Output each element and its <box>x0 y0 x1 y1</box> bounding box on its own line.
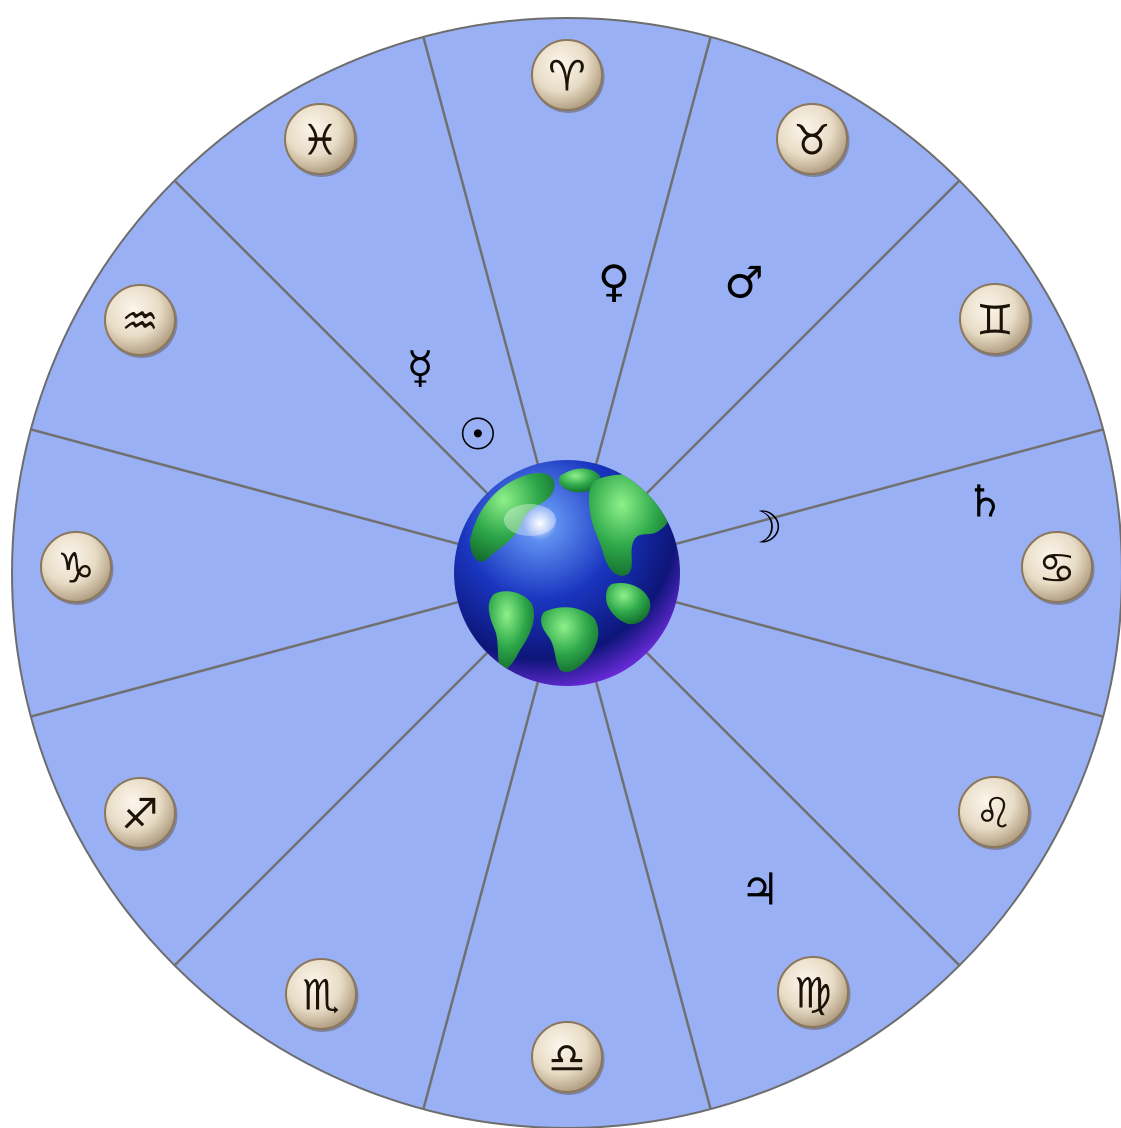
sign-capricorn-medallion: ♑︎ <box>40 531 114 605</box>
house-divider-line <box>422 681 540 1110</box>
sign-virgo-medallion: ♍︎ <box>777 956 851 1030</box>
planet-sun-icon: ☉ <box>458 410 497 461</box>
continent-asia-east <box>606 582 651 625</box>
sign-sagittarius-medallion: ♐︎ <box>104 777 178 851</box>
sign-gemini-icon: ♊︎ <box>976 296 1014 345</box>
house-divider-line <box>594 36 712 465</box>
sign-capricorn-icon: ♑︎ <box>57 544 95 593</box>
sign-taurus-medallion: ♉︎ <box>776 103 850 177</box>
sign-libra-icon: ♎︎ <box>548 1034 586 1083</box>
sign-aries-icon: ♈︎ <box>548 52 586 101</box>
sign-scorpio-medallion: ♏︎ <box>285 958 359 1032</box>
sign-aries-medallion: ♈︎ <box>531 39 605 113</box>
sign-sagittarius-icon: ♐︎ <box>121 790 159 839</box>
planet-moon-icon: ☽ <box>743 503 782 554</box>
house-divider-line <box>594 681 712 1110</box>
house-divider-line <box>675 428 1104 546</box>
sign-virgo-icon: ♍︎ <box>794 969 832 1018</box>
sign-pisces-medallion: ♓︎ <box>284 103 358 177</box>
house-divider-line <box>646 652 961 967</box>
continent-north-america <box>470 472 555 562</box>
sign-libra-medallion: ♎︎ <box>531 1021 605 1095</box>
house-divider-line <box>30 428 459 546</box>
house-dividers <box>30 36 1104 1110</box>
sign-aquarius-icon: ♒︎ <box>121 297 159 346</box>
continent-africa <box>541 607 599 673</box>
planets: ♀ ♂ ☿ ☉ ☽ ♄ ♃ <box>406 257 1004 916</box>
sign-gemini-medallion: ♊︎ <box>959 283 1033 357</box>
sign-pisces-icon: ♓︎ <box>301 116 339 165</box>
sign-aquarius-medallion: ♒︎ <box>104 284 178 358</box>
earth-globe-icon <box>454 460 680 686</box>
zodiac-signs: ♈︎ ♉︎ ♊︎ ♋︎ ♌︎ ♍︎ ♎︎ ♏︎ ♐︎ ♑︎ ♒︎ ♓︎ <box>40 39 1095 1095</box>
house-divider-line <box>675 600 1104 718</box>
planet-mercury-icon: ☿ <box>406 343 433 394</box>
continent-south-america <box>488 591 535 670</box>
planet-venus-icon: ♀ <box>598 257 630 308</box>
sign-leo-medallion: ♌︎ <box>958 776 1032 850</box>
planet-mars-icon: ♂ <box>724 258 763 309</box>
house-divider-line <box>422 36 540 465</box>
continent-greenland <box>558 468 601 493</box>
sign-cancer-icon: ♋︎ <box>1038 544 1076 593</box>
sign-leo-icon: ♌︎ <box>975 789 1013 838</box>
continent-eurasia <box>588 474 672 576</box>
planet-jupiter-icon: ♃ <box>740 865 779 916</box>
sign-taurus-icon: ♉︎ <box>793 116 831 165</box>
sign-scorpio-icon: ♏︎ <box>302 971 340 1020</box>
planet-saturn-icon: ♄ <box>965 477 1004 528</box>
house-divider-line <box>646 179 961 494</box>
house-divider-line <box>30 600 459 718</box>
house-divider-line <box>173 652 488 967</box>
house-divider-line <box>173 179 488 494</box>
sign-cancer-medallion: ♋︎ <box>1021 531 1095 605</box>
